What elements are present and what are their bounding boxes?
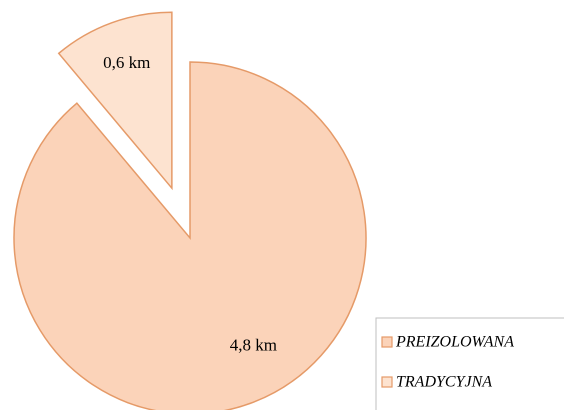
legend-swatch (381, 336, 393, 348)
legend: PREIZOLOWANA TRADYCYJNA (381, 334, 514, 391)
data-label: 4,8 km (230, 335, 277, 354)
data-label: 0,6 km (103, 53, 150, 72)
legend-box (375, 317, 564, 410)
legend-label: TRADYCYJNA (396, 374, 492, 391)
legend-swatch (381, 376, 393, 388)
legend-label: PREIZOLOWANA (395, 334, 514, 351)
pie: 4,8 km 0,6 km (13, 11, 367, 410)
pie-slice (13, 61, 367, 410)
pie-slice (57, 11, 173, 191)
